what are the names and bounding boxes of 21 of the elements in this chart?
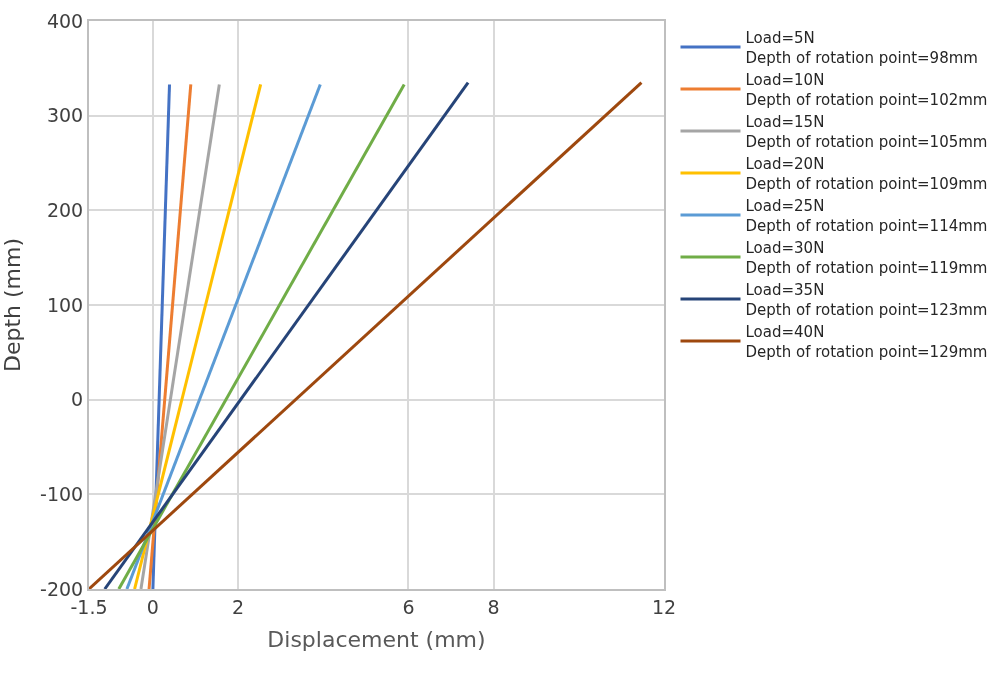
legend-label: Load=40N Depth of rotation point=129mm (745, 323, 988, 361)
y-axis-title: Depth (mm) (0, 237, 25, 373)
x-tick-label: 0 (146, 595, 159, 618)
y-tick-label: 0 (71, 388, 84, 411)
x-axis-title: Displacement (mm) (267, 627, 486, 653)
legend-label: Load=10N Depth of rotation point=102mm (745, 71, 988, 109)
legend-label: Load=20N Depth of rotation point=109mm (745, 155, 988, 193)
x-tick-label: 2 (232, 595, 245, 618)
legend-label: Load=30N Depth of rotation point=119mm (745, 239, 988, 277)
legend-label: Load=25N Depth of rotation point=114mm (745, 197, 988, 235)
y-tick-label: -100 (40, 482, 84, 505)
y-tick-label: 400 (46, 9, 84, 32)
x-tick-label: 12 (651, 595, 677, 618)
legend-label: Load=5N Depth of rotation point=98mm (745, 29, 978, 67)
legend-label: Load=15N Depth of rotation point=105mm (745, 113, 988, 151)
legend-label: Load=35N Depth of rotation point=123mm (745, 281, 988, 319)
y-tick-label: 300 (46, 104, 84, 127)
y-tick-label: 200 (46, 198, 84, 221)
y-tick-label: 100 (46, 293, 84, 316)
x-tick-label: 8 (487, 595, 500, 618)
x-tick-label: 6 (402, 595, 415, 618)
